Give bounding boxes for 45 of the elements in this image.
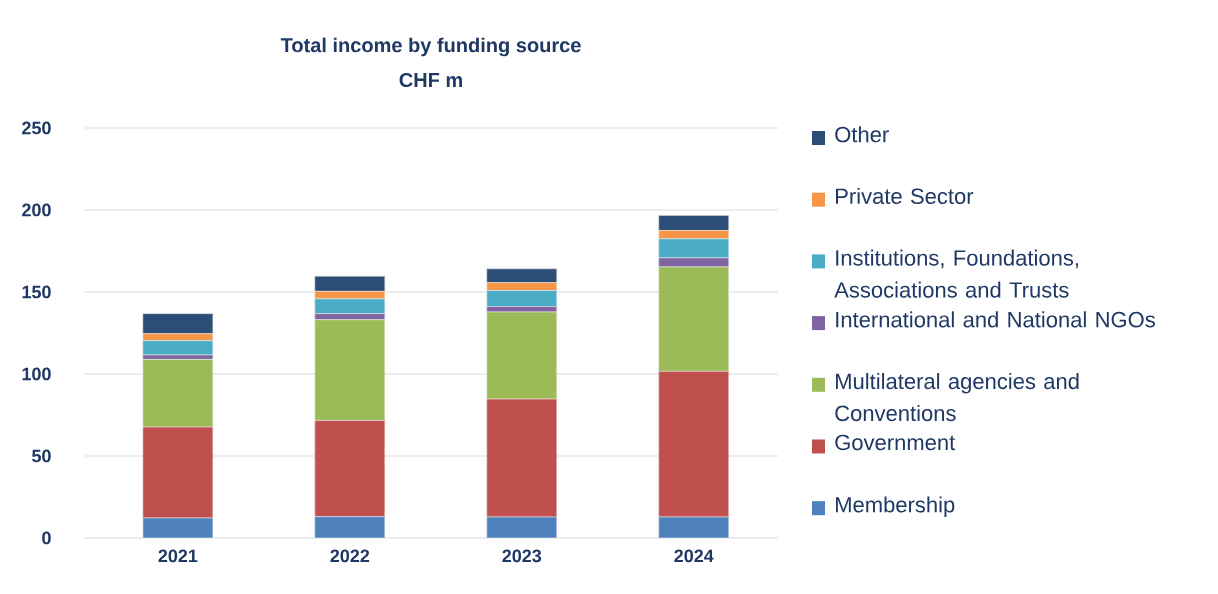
legend-label: Membership [836,496,955,517]
bar [142,354,214,360]
bar [658,238,730,259]
bar [658,215,730,231]
y-tick-label: 0 [42,531,51,545]
bar [486,516,558,538]
x-tick-label: 2022 [330,549,370,563]
bar [486,282,558,291]
bar [658,257,730,268]
bar [314,313,386,321]
bar [142,313,214,334]
bar [314,298,386,314]
bar [142,426,214,519]
x-tick-label: 2023 [502,549,542,563]
bar [658,230,730,240]
legend-label: Multilateral agencies and Conventions [835,372,1079,422]
y-tick-label: 100 [22,367,51,381]
legend-label: Other [835,126,889,143]
legend-label: Government [835,434,956,451]
bar [658,371,730,518]
bar [486,268,558,283]
bar [142,333,214,341]
bar [314,420,386,517]
x-tick-label: 2021 [158,549,198,563]
chart-title: Total income by funding source [280,37,581,57]
bar [314,319,386,421]
bar [314,516,386,538]
bar [142,359,214,428]
bar [314,275,386,292]
bar [142,340,214,356]
chart-subtitle: CHF m [399,72,462,88]
x-tick-label: 2024 [674,549,714,563]
bar [142,517,214,538]
legend-label: Institutions, Foundations, Associations and Trusts [834,249,1079,298]
legend-label: Private Sector [836,187,974,205]
bar [486,290,558,307]
bar [658,516,730,538]
bar [486,398,558,518]
bar [658,266,730,372]
bar [486,311,558,400]
y-tick-label: 50 [32,449,51,463]
y-tick-label: 150 [22,285,51,299]
legend-label: International and National NGOs [836,311,1155,328]
y-tick-label: 250 [22,121,51,135]
y-tick-label: 200 [22,203,51,217]
